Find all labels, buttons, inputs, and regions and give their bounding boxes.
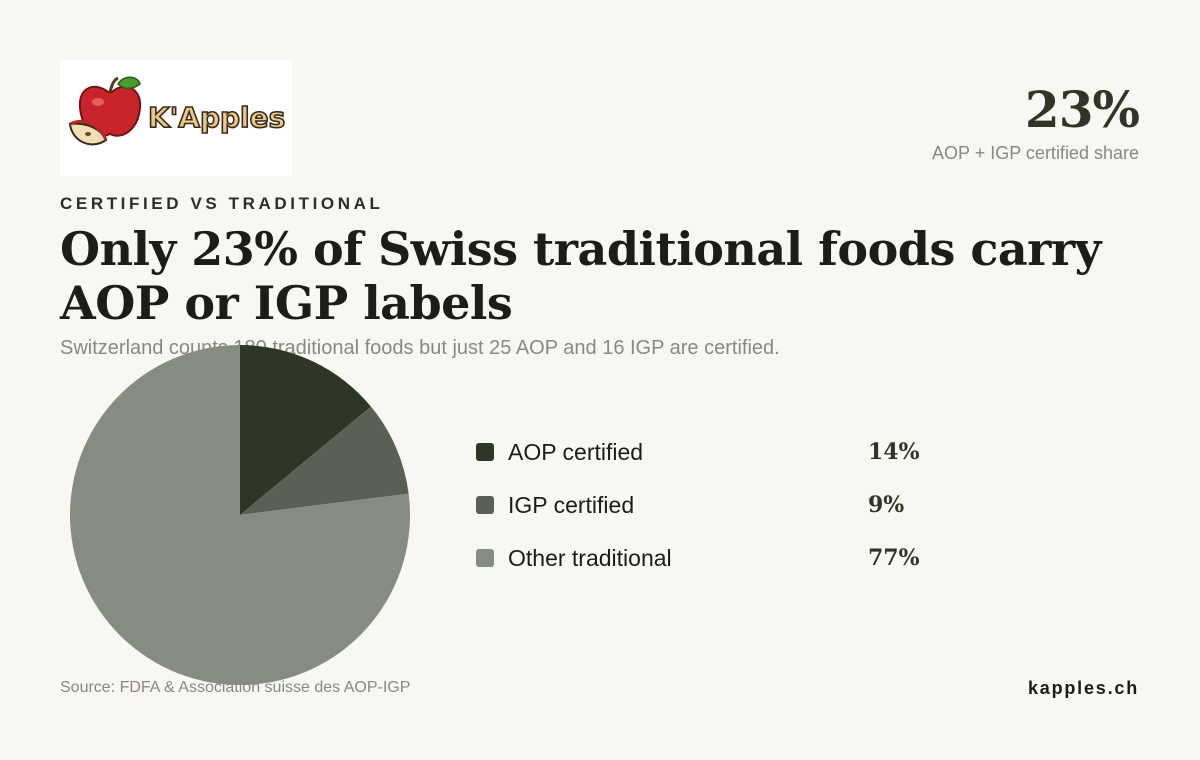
legend-swatch xyxy=(476,496,494,514)
brand-logo: K'Apples xyxy=(60,60,292,176)
legend-label: Other traditional xyxy=(508,545,672,571)
website-link[interactable]: kapples.ch xyxy=(1027,678,1139,698)
legend-swatch xyxy=(476,549,494,567)
headline-stat-label: AOP + IGP certified share xyxy=(932,143,1139,163)
pie-slice-aop-certified xyxy=(240,345,371,515)
logo-wordmark: K'Apples xyxy=(148,101,285,134)
legend-label: AOP certified xyxy=(508,439,644,465)
chart-legend: AOP certified 14% IGP certified 9% Other tra… xyxy=(476,432,926,591)
legend-value: 14% xyxy=(868,439,920,465)
pie-chart xyxy=(69,345,410,685)
page-title: Only 23% of Swiss traditional foods carr… xyxy=(60,222,1101,330)
legend-value: 9% xyxy=(868,492,905,518)
source-note: Source: FDFA & Association suisse des AO… xyxy=(60,679,411,696)
pie-slice-other-traditional xyxy=(69,345,410,685)
legend-item: Other traditional 77% xyxy=(476,538,926,591)
eyebrow-label: CERTIFIED VS TRADITIONAL xyxy=(60,194,384,213)
legend-value: 77% xyxy=(868,545,920,571)
legend-label: IGP certified xyxy=(508,492,635,518)
apple-logo-icon: K'Apples xyxy=(68,76,286,146)
legend-swatch xyxy=(476,443,494,461)
headline-stat-value: 23% xyxy=(1024,80,1140,139)
pie-slice-igp-certified xyxy=(240,406,409,515)
legend-item: IGP certified 9% xyxy=(476,485,926,538)
legend-item: AOP certified 14% xyxy=(476,432,926,485)
headline-stat: 23% AOP + IGP certified share xyxy=(932,80,1140,164)
